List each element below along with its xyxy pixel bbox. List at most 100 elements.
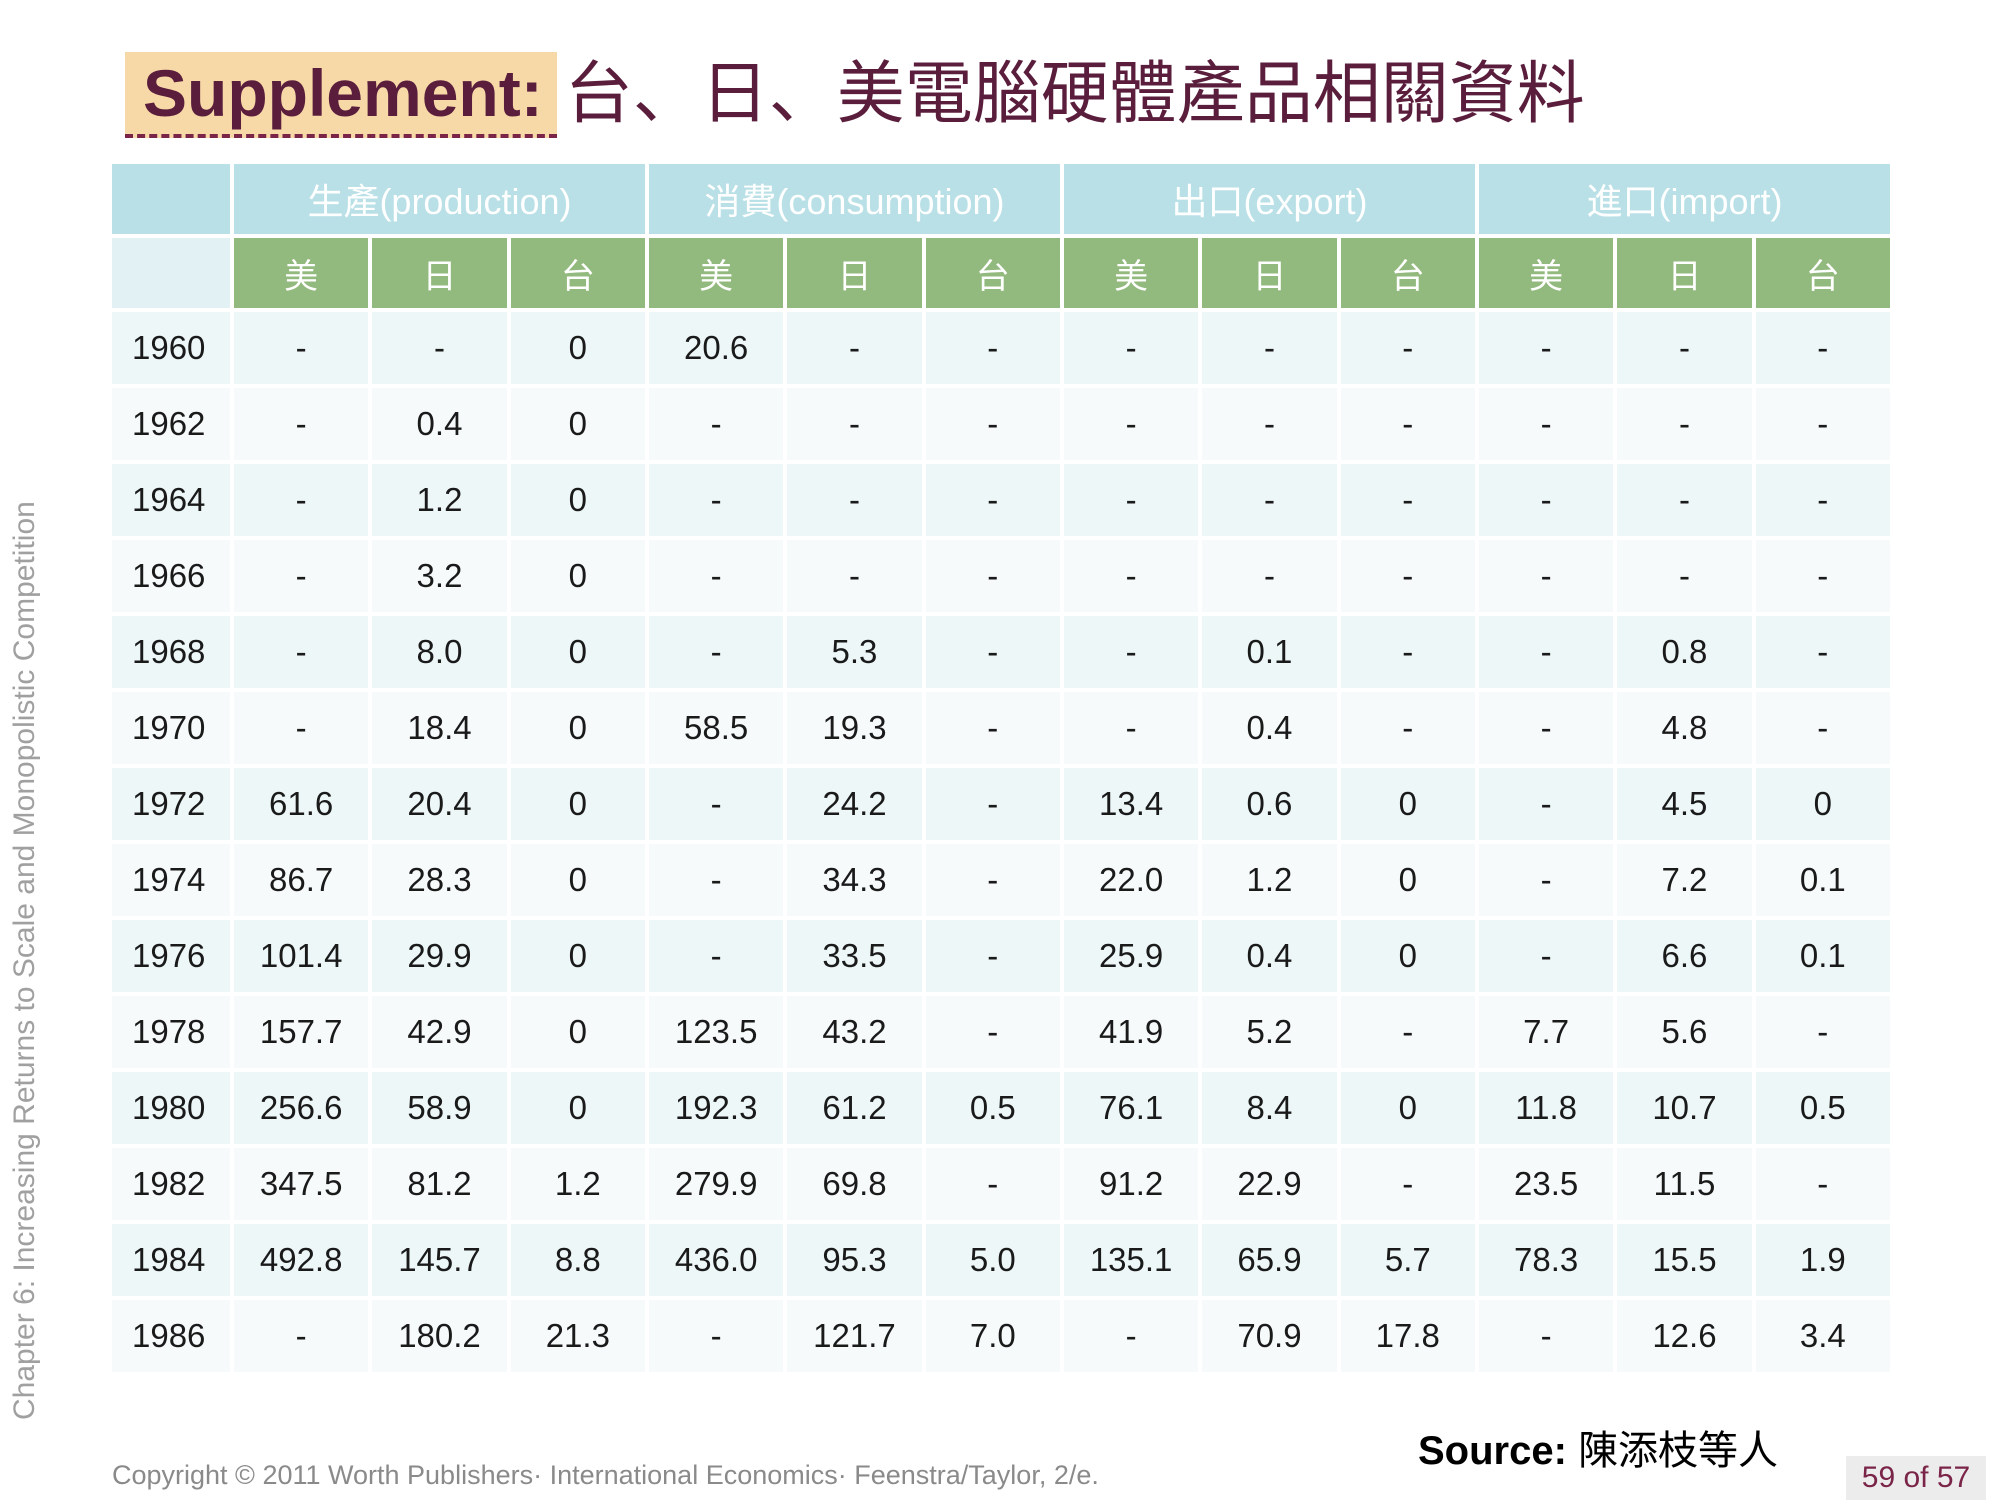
value-cell: 7.7 — [1478, 996, 1614, 1068]
table-row: 1980 256.6 58.9 0 192.3 61.2 0.5 76.1 8.4 0 11.8 10… — [112, 1072, 1890, 1144]
value-cell: 0 — [510, 768, 645, 840]
value-cell: 23.5 — [1478, 1148, 1614, 1220]
value-cell: - — [1063, 388, 1199, 460]
value-cell: - — [1478, 464, 1614, 536]
value-cell: 61.2 — [787, 1072, 922, 1144]
value-cell: - — [1478, 312, 1614, 384]
value-cell: 86.7 — [234, 844, 369, 916]
value-cell: 78.3 — [1478, 1224, 1614, 1296]
value-cell: - — [648, 464, 784, 536]
value-cell: - — [925, 1148, 1060, 1220]
subheader-japan: 日 — [1617, 238, 1752, 308]
year-cell: 1964 — [112, 464, 230, 536]
value-cell: 20.6 — [648, 312, 784, 384]
value-cell: 5.3 — [787, 616, 922, 688]
value-cell: 20.4 — [372, 768, 507, 840]
value-cell: - — [234, 464, 369, 536]
table-row: 1966-3.2 0- - - - - - - - - — [112, 540, 1890, 612]
value-cell: 34.3 — [787, 844, 922, 916]
value-cell: 15.5 — [1617, 1224, 1752, 1296]
year-cell: 1962 — [112, 388, 230, 460]
value-cell: - — [1063, 1300, 1199, 1372]
value-cell: 0 — [1340, 920, 1475, 992]
value-cell: - — [1755, 464, 1890, 536]
year-cell: 1980 — [112, 1072, 230, 1144]
value-cell: 5.2 — [1202, 996, 1337, 1068]
value-cell: 180.2 — [372, 1300, 507, 1372]
table-row: 1972 61.6 20.4 0-24.2-13.4 0.6 0-4.5 0 — [112, 768, 1890, 840]
value-cell: 0.5 — [925, 1072, 1060, 1144]
group-header-row: 生產(production) 消費(consumption) 出口(export… — [112, 164, 1890, 234]
value-cell: 0 — [510, 996, 645, 1068]
value-cell: - — [648, 844, 784, 916]
table-row: 1984 492.8 145.7 8.8 436.0 95.3 5.0 135.1 65.9 5.… — [112, 1224, 1890, 1296]
value-cell: - — [648, 920, 784, 992]
subheader-japan: 日 — [787, 238, 922, 308]
value-cell: 0.6 — [1202, 768, 1337, 840]
value-cell: 0 — [510, 388, 645, 460]
value-cell: - — [1617, 464, 1752, 536]
source-label: Source: — [1418, 1429, 1567, 1473]
value-cell: - — [234, 692, 369, 764]
value-cell: 1.2 — [372, 464, 507, 536]
title-supplement-label: Supplement: — [125, 52, 557, 138]
value-cell: 0.8 — [1617, 616, 1752, 688]
value-cell: - — [234, 1300, 369, 1372]
value-cell: - — [1340, 464, 1475, 536]
value-cell: - — [1202, 464, 1337, 536]
page-number: 59 of 57 — [1846, 1456, 1986, 1500]
chapter-side-label: Chapter 6: Increasing Returns to Scale a… — [8, 501, 41, 1420]
value-cell: 157.7 — [234, 996, 369, 1068]
value-cell: 41.9 — [1063, 996, 1199, 1068]
value-cell: - — [1755, 540, 1890, 612]
value-cell: - — [925, 920, 1060, 992]
value-cell: - — [1478, 388, 1614, 460]
table-body: 1960- -0 20.6- - - - - - - -1962-0.4 0- - - - - - - - -196… — [112, 312, 1890, 1372]
year-cell: 1984 — [112, 1224, 230, 1296]
subheader-taiwan: 台 — [510, 238, 645, 308]
value-cell: 101.4 — [234, 920, 369, 992]
value-cell: - — [1340, 388, 1475, 460]
value-cell: - — [234, 388, 369, 460]
value-cell: 43.2 — [787, 996, 922, 1068]
value-cell: - — [925, 844, 1060, 916]
value-cell: - — [925, 996, 1060, 1068]
value-cell: - — [925, 692, 1060, 764]
value-cell: 21.3 — [510, 1300, 645, 1372]
value-cell: 81.2 — [372, 1148, 507, 1220]
group-header-import: 進口(import) — [1478, 164, 1890, 234]
value-cell: 1.2 — [1202, 844, 1337, 916]
value-cell: - — [1755, 692, 1890, 764]
value-cell: - — [1340, 692, 1475, 764]
table-row: 1968-8.0 0-5.3- -0.1- -0.8- — [112, 616, 1890, 688]
value-cell: 8.8 — [510, 1224, 645, 1296]
value-cell: - — [925, 388, 1060, 460]
value-cell: - — [1063, 312, 1199, 384]
value-cell: 5.7 — [1340, 1224, 1475, 1296]
table-row: 1962-0.4 0- - - - - - - - - — [112, 388, 1890, 460]
value-cell: - — [1478, 1300, 1614, 1372]
value-cell: 22.9 — [1202, 1148, 1337, 1220]
subheader-taiwan: 台 — [1755, 238, 1890, 308]
subheader-us: 美 — [1063, 238, 1199, 308]
value-cell: 492.8 — [234, 1224, 369, 1296]
slide-title: Supplement: 台、日、美電腦硬體產品相關資料 — [125, 50, 1585, 140]
value-cell: 0 — [1340, 1072, 1475, 1144]
value-cell: - — [1478, 616, 1614, 688]
value-cell: 0.4 — [1202, 692, 1337, 764]
value-cell: - — [1202, 312, 1337, 384]
value-cell: 1.2 — [510, 1148, 645, 1220]
value-cell: 0.1 — [1755, 844, 1890, 916]
value-cell: 1.9 — [1755, 1224, 1890, 1296]
value-cell: 0 — [510, 1072, 645, 1144]
value-cell: - — [1478, 768, 1614, 840]
value-cell: - — [1063, 540, 1199, 612]
value-cell: 29.9 — [372, 920, 507, 992]
subheader-taiwan: 台 — [925, 238, 1060, 308]
value-cell: 17.8 — [1340, 1300, 1475, 1372]
value-cell: - — [1340, 1148, 1475, 1220]
value-cell: 5.0 — [925, 1224, 1060, 1296]
copyright-footer: Copyright © 2011 Worth Publishers· Inter… — [112, 1460, 1099, 1490]
value-cell: 0 — [510, 464, 645, 536]
value-cell: 7.0 — [925, 1300, 1060, 1372]
